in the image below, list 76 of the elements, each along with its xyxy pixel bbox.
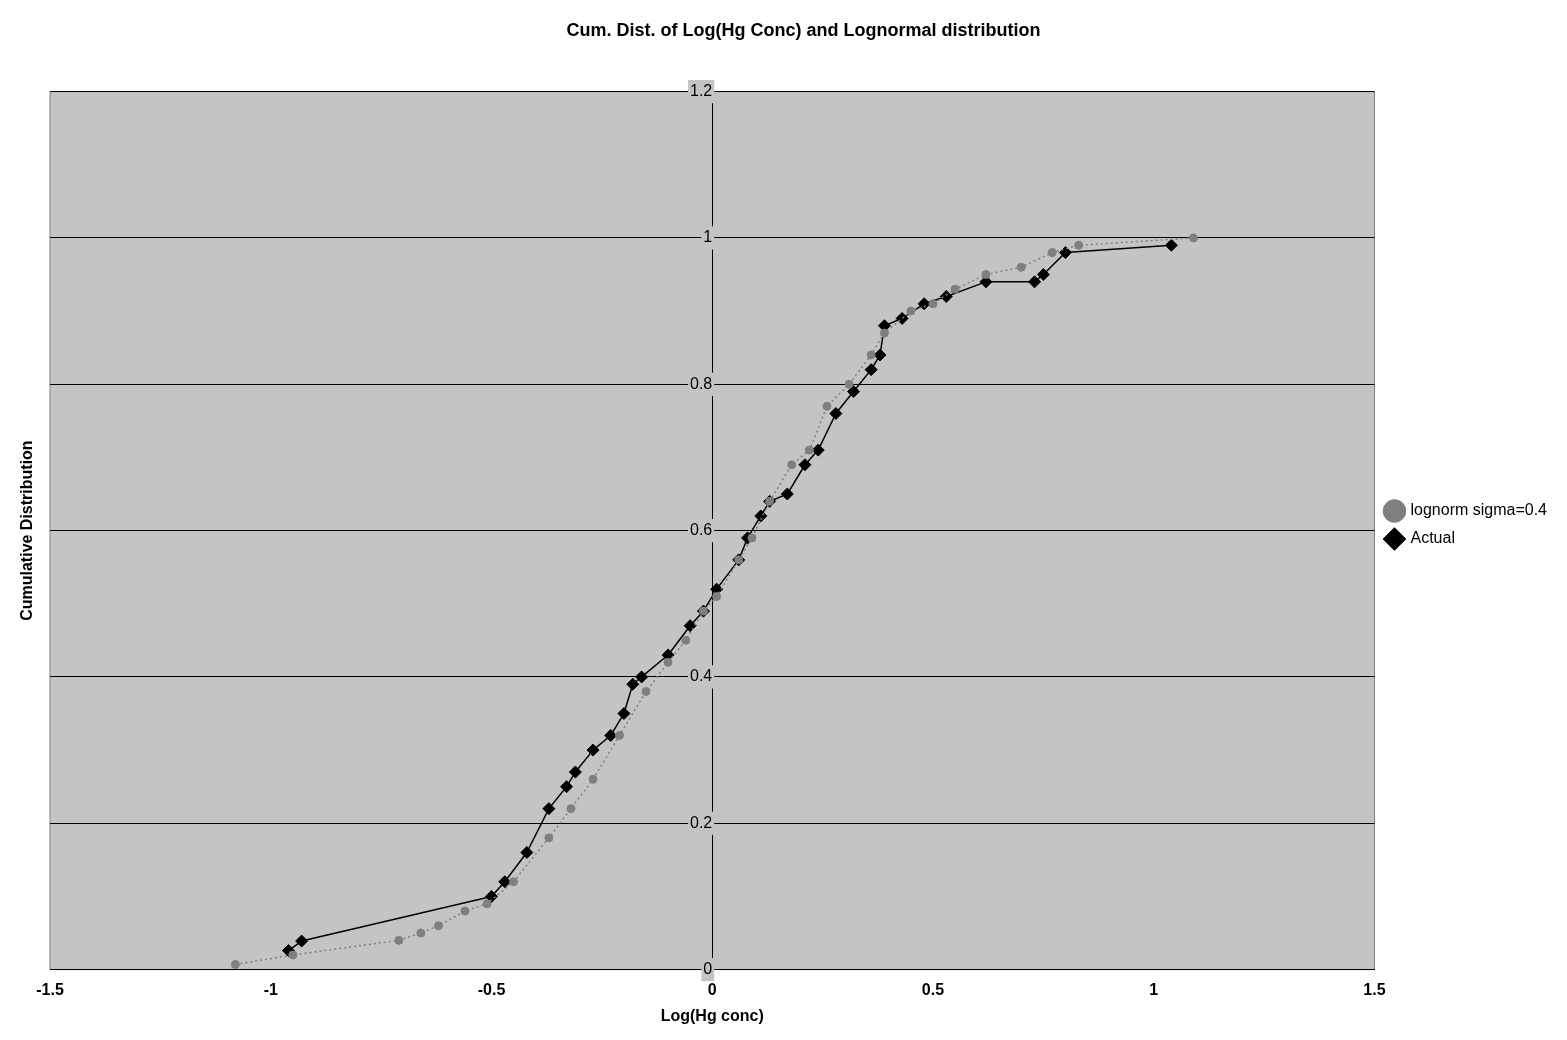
point: [617, 707, 631, 721]
x-tick-label: -1.5: [36, 980, 64, 998]
point: [394, 935, 404, 945]
point: [879, 328, 889, 338]
point: [1028, 275, 1042, 289]
point: [939, 289, 953, 303]
point: [780, 487, 794, 501]
point: [544, 833, 554, 843]
y-tick-label: 0.8: [689, 374, 713, 392]
point: [906, 306, 916, 316]
point: [1074, 240, 1084, 250]
point: [950, 284, 960, 294]
chart-title: Cum. Dist. of Log(Hg Conc) and Lognormal distribution: [566, 19, 1041, 40]
point: [588, 774, 598, 784]
point: [520, 846, 534, 860]
point: [829, 407, 843, 421]
point: [460, 906, 470, 916]
y-tick-label: 1.2: [689, 82, 713, 100]
point: [560, 780, 574, 794]
point: [663, 657, 673, 667]
point: [482, 899, 492, 909]
x-tick-label: 1: [1149, 980, 1159, 998]
point: [434, 921, 444, 931]
point: [712, 591, 722, 601]
x-tick-label: -0.5: [477, 980, 506, 998]
point: [811, 443, 825, 457]
point: [542, 802, 556, 816]
point: [747, 533, 757, 543]
y-axis-title: Cumulative Distribution: [18, 440, 36, 621]
point: [1036, 268, 1050, 282]
point: [1016, 262, 1026, 272]
point: [586, 743, 600, 757]
point: [847, 385, 861, 399]
point: [754, 509, 768, 523]
point: [566, 804, 576, 814]
point: [787, 460, 797, 470]
point: [485, 889, 498, 903]
point: [928, 299, 938, 309]
point: [615, 730, 625, 740]
y-tick-label: 1: [703, 228, 713, 246]
point: [635, 670, 649, 684]
y-tick-label: 0.6: [689, 521, 713, 539]
point: [568, 765, 582, 779]
point: [1047, 248, 1057, 258]
x-tick-label: 1.5: [1363, 980, 1386, 998]
point: [626, 677, 640, 691]
point: [895, 311, 909, 325]
y-tick-label: 0.2: [689, 813, 713, 831]
x-tick-label: -1: [263, 980, 278, 998]
point: [981, 270, 991, 280]
y-tick-label: 0: [703, 960, 713, 978]
y-tick-label: 0.4: [689, 667, 713, 685]
point: [416, 928, 426, 938]
point: [230, 959, 240, 969]
point: [1164, 238, 1178, 252]
point: [681, 635, 691, 645]
point: [683, 619, 697, 633]
x-tick-label: 0.5: [921, 980, 945, 998]
point: [864, 363, 878, 377]
point: [1188, 233, 1198, 243]
legend-label: lognorm sigma=0.4: [1410, 501, 1548, 519]
x-axis-title: Log(Hg conc): [660, 1006, 764, 1024]
point: [509, 877, 519, 887]
point: [641, 687, 651, 697]
point: [1058, 246, 1072, 260]
legend-label: Actual: [1410, 529, 1455, 547]
point: [798, 458, 812, 472]
point: [844, 379, 854, 389]
point: [917, 297, 931, 311]
point: [498, 875, 512, 889]
point: [822, 401, 832, 411]
point: [804, 445, 814, 455]
point: [604, 728, 618, 742]
point: [288, 950, 298, 960]
point: [866, 350, 876, 360]
point: [295, 934, 309, 948]
